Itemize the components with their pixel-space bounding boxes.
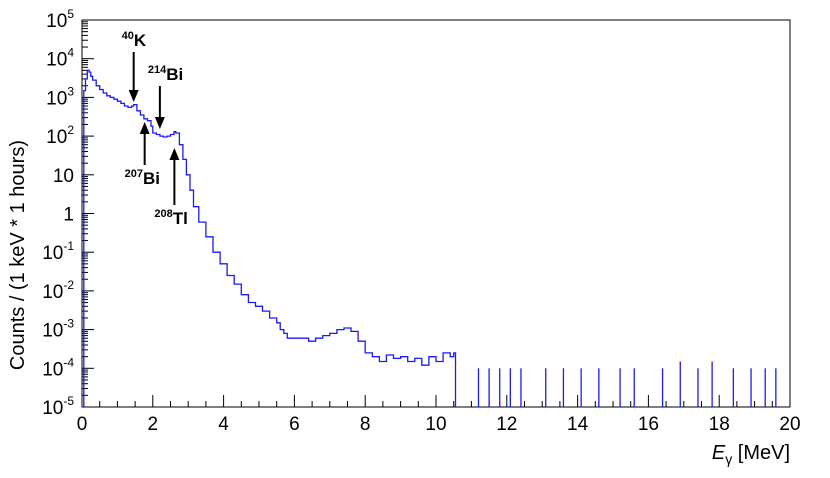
y-axis-title: Counts / (1 keV * 1 hours) bbox=[7, 140, 29, 370]
y-tick-label: 103 bbox=[46, 84, 74, 109]
y-axis-ticks: 10-5 10-4 10-3 10-2 10-1 1 10 102 103 104 105 bbox=[42, 7, 94, 419]
y-tick-label: 10 bbox=[53, 166, 74, 187]
y-tick-label: 10-5 bbox=[42, 394, 74, 419]
x-axis-title-symbol: E bbox=[712, 442, 726, 464]
isotope-label: 40K bbox=[122, 30, 147, 50]
x-axis-title-subscript: γ bbox=[725, 451, 732, 467]
y-tick-label: 10-2 bbox=[42, 278, 74, 303]
arrow-head bbox=[128, 90, 139, 102]
plot-frame bbox=[81, 19, 791, 408]
arrow-head bbox=[154, 117, 165, 129]
y-tick-label: 105 bbox=[46, 7, 74, 32]
x-tick-label: 10 bbox=[425, 414, 446, 435]
y-tick-label: 10-3 bbox=[42, 317, 74, 342]
x-axis-title-unit: [MeV] bbox=[732, 442, 790, 464]
x-tick-label: 6 bbox=[289, 414, 300, 435]
y-tick-label: 102 bbox=[46, 123, 74, 148]
y-tick-label: 10-4 bbox=[42, 355, 74, 380]
y-tick-label: 10-1 bbox=[42, 239, 74, 264]
x-tick-label: 8 bbox=[360, 414, 371, 435]
plot-border bbox=[81, 19, 791, 408]
arrow-head bbox=[139, 122, 150, 134]
isotope-label: 214Bi bbox=[148, 64, 183, 84]
y-tick-label: 104 bbox=[46, 46, 74, 71]
series-layer bbox=[82, 69, 777, 408]
x-tick-label: 20 bbox=[779, 414, 800, 435]
x-axis-title: Eγ [MeV] bbox=[712, 442, 790, 467]
x-tick-label: 0 bbox=[77, 414, 88, 435]
x-tick-label: 18 bbox=[709, 414, 730, 435]
isotope-label: 208Tl bbox=[154, 208, 187, 228]
x-axis-ticks: 0 2 4 6 8 10 12 14 16 18 20 bbox=[77, 395, 801, 435]
y-tick-label: 1 bbox=[63, 205, 74, 226]
x-tick-label: 12 bbox=[496, 414, 517, 435]
x-tick-label: 2 bbox=[148, 414, 159, 435]
arrow-head bbox=[169, 148, 180, 160]
x-tick-label: 4 bbox=[218, 414, 229, 435]
x-tick-label: 16 bbox=[638, 414, 659, 435]
spectrum-series bbox=[82, 69, 457, 408]
isotope-label: 207Bi bbox=[125, 168, 160, 188]
x-tick-label: 14 bbox=[567, 414, 589, 435]
